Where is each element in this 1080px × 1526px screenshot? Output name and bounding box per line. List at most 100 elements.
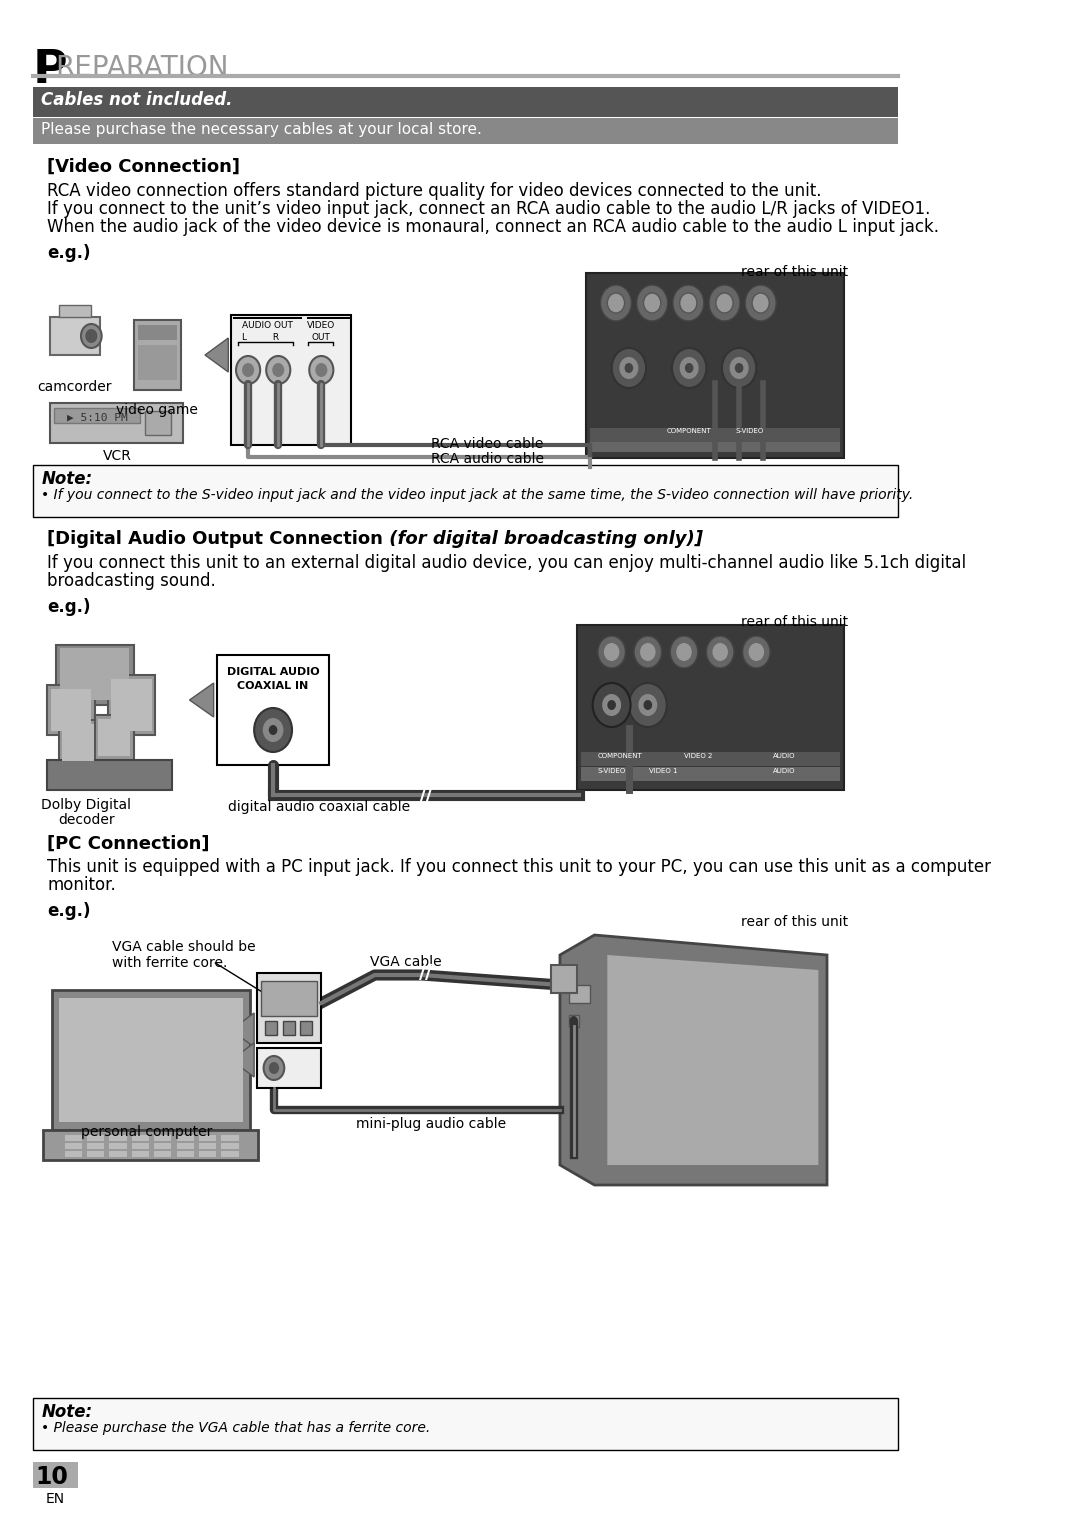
- Bar: [32, 1462, 78, 1488]
- Circle shape: [673, 285, 704, 320]
- Polygon shape: [231, 1013, 254, 1047]
- Circle shape: [685, 363, 693, 372]
- Polygon shape: [559, 935, 827, 1186]
- Text: Note:: Note:: [41, 1402, 93, 1421]
- Text: RCA video connection offers standard picture quality for video devices connected: RCA video connection offers standard pic…: [48, 182, 822, 200]
- Circle shape: [604, 642, 620, 661]
- Text: EN: EN: [45, 1492, 65, 1506]
- Circle shape: [237, 356, 260, 385]
- Bar: [48, 760, 173, 790]
- Bar: [581, 768, 840, 781]
- Bar: [266, 1021, 278, 1035]
- Text: rear of this unit: rear of this unit: [741, 916, 849, 929]
- Circle shape: [671, 636, 698, 668]
- Text: personal computer: personal computer: [81, 1125, 212, 1138]
- Circle shape: [721, 348, 756, 388]
- Circle shape: [708, 285, 740, 320]
- Circle shape: [593, 684, 631, 726]
- Text: /: /: [419, 787, 426, 806]
- Text: VCR: VCR: [103, 449, 132, 462]
- Bar: [232, 317, 301, 319]
- Text: (for digital broadcasting only)]: (for digital broadcasting only)]: [383, 530, 703, 548]
- Circle shape: [607, 293, 624, 313]
- Bar: [138, 325, 177, 340]
- Bar: [134, 320, 181, 391]
- Circle shape: [634, 636, 662, 668]
- Circle shape: [81, 324, 102, 348]
- Bar: [283, 1021, 295, 1035]
- Bar: [43, 1129, 258, 1160]
- Text: ▶ 5:10 PM: ▶ 5:10 PM: [67, 414, 127, 423]
- Circle shape: [269, 725, 278, 736]
- Bar: [257, 974, 322, 1042]
- Text: If you connect this unit to an external digital audio device, you can enjoy mult: If you connect this unit to an external …: [48, 554, 967, 572]
- Circle shape: [640, 642, 656, 661]
- Bar: [132, 1135, 149, 1141]
- Text: [Digital Audio Output Connection: [Digital Audio Output Connection: [48, 530, 383, 548]
- Circle shape: [638, 694, 658, 716]
- Text: /: /: [426, 963, 433, 983]
- Bar: [60, 649, 130, 700]
- Bar: [261, 981, 318, 1016]
- Circle shape: [713, 642, 728, 661]
- Bar: [95, 716, 134, 760]
- Bar: [231, 314, 351, 446]
- Text: REPARATION: REPARATION: [55, 53, 229, 82]
- Bar: [568, 1015, 579, 1027]
- Polygon shape: [607, 955, 819, 1164]
- Bar: [568, 984, 590, 1003]
- Bar: [199, 1151, 216, 1157]
- Bar: [65, 1143, 82, 1149]
- Text: When the audio jack of the video device is monaural, connect an RCA audio cable : When the audio jack of the video device …: [48, 218, 940, 237]
- Circle shape: [716, 293, 733, 313]
- Polygon shape: [52, 990, 249, 1129]
- Text: rear of this unit: rear of this unit: [741, 266, 849, 279]
- Bar: [138, 345, 177, 380]
- Bar: [585, 273, 845, 458]
- Circle shape: [676, 642, 692, 661]
- Text: OUT: OUT: [312, 333, 330, 342]
- Bar: [221, 1151, 239, 1157]
- Bar: [132, 1151, 149, 1157]
- Text: mini-plug audio cable: mini-plug audio cable: [355, 1117, 505, 1131]
- Circle shape: [272, 363, 284, 377]
- Text: VGA cable should be: VGA cable should be: [112, 940, 256, 954]
- Text: L         R: L R: [242, 333, 280, 342]
- Text: S-VIDEO: S-VIDEO: [735, 427, 764, 433]
- Text: • If you connect to the S-video input jack and the video input jack at the same : • If you connect to the S-video input ja…: [41, 488, 914, 502]
- Polygon shape: [189, 684, 214, 717]
- Circle shape: [624, 363, 633, 372]
- Text: decoder: decoder: [58, 813, 114, 827]
- Bar: [32, 87, 897, 118]
- Text: e.g.): e.g.): [48, 598, 91, 617]
- Circle shape: [315, 363, 327, 377]
- Text: AUDIO: AUDIO: [772, 768, 795, 774]
- Text: VIDEO 2: VIDEO 2: [684, 752, 712, 758]
- Circle shape: [679, 357, 699, 378]
- Bar: [108, 674, 156, 736]
- Bar: [32, 1398, 897, 1450]
- Bar: [154, 1143, 172, 1149]
- Circle shape: [730, 357, 748, 378]
- Circle shape: [242, 363, 254, 377]
- Text: If you connect to the unit’s video input jack, connect an RCA audio cable to the: If you connect to the unit’s video input…: [48, 200, 931, 218]
- Circle shape: [644, 700, 652, 710]
- Bar: [32, 465, 897, 517]
- Circle shape: [266, 356, 291, 385]
- Bar: [577, 626, 845, 790]
- Bar: [221, 1143, 239, 1149]
- Text: /: /: [419, 963, 426, 983]
- Bar: [87, 1151, 105, 1157]
- Bar: [177, 1135, 193, 1141]
- Bar: [56, 645, 134, 705]
- Bar: [217, 655, 329, 765]
- Circle shape: [752, 293, 769, 313]
- Text: camcorder: camcorder: [38, 380, 112, 394]
- Bar: [154, 1151, 172, 1157]
- Text: DIGITAL AUDIO: DIGITAL AUDIO: [227, 667, 320, 678]
- Text: Note:: Note:: [41, 470, 93, 488]
- Bar: [54, 407, 140, 423]
- Bar: [87, 1143, 105, 1149]
- Bar: [257, 1048, 322, 1088]
- Text: [Video Connection]: [Video Connection]: [48, 159, 241, 175]
